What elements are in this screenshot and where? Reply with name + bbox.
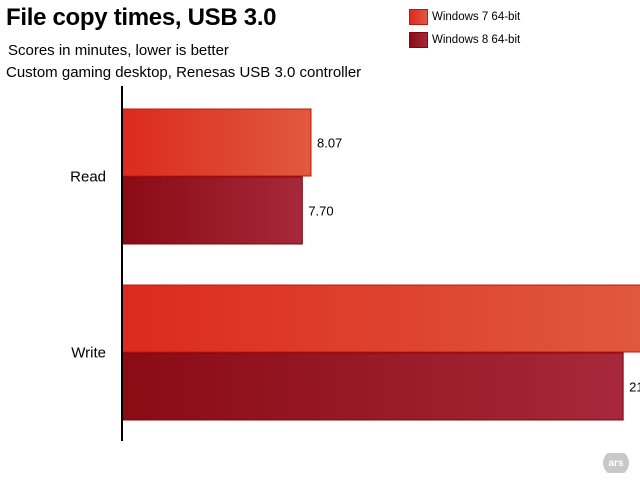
ars-logo-watermark: ars <box>603 453 629 473</box>
legend: Windows 7 64-bit Windows 8 64-bit <box>409 8 520 54</box>
legend-swatch-windows-7 <box>409 8 428 25</box>
category-label-read: Read <box>70 169 106 186</box>
legend-label-windows-7: Windows 7 64-bit <box>432 10 521 23</box>
ars-logo-circle <box>603 453 629 473</box>
bar-write-windows-7-64-bit <box>121 284 640 353</box>
category-label-write: Write <box>71 345 106 362</box>
legend-item-windows-7: Windows 7 64-bit <box>409 8 520 25</box>
chart-subtitle-2: Custom gaming desktop, Renesas USB 3.0 c… <box>6 64 362 81</box>
legend-item-windows-8: Windows 8 64-bit <box>409 31 520 48</box>
chart-title: File copy times, USB 3.0 <box>6 4 277 31</box>
chart-subtitle: Scores in minutes, lower is better <box>8 42 229 59</box>
bar-write-windows-8-64-bit <box>121 352 624 421</box>
ars-logo-text: ars <box>608 458 623 469</box>
legend-label-windows-8: Windows 8 64-bit <box>432 33 521 46</box>
legend-swatch-windows-8 <box>409 31 428 48</box>
data-label-write-windows-8-64-bit: 21.40 <box>629 380 640 395</box>
bar-read-windows-8-64-bit <box>121 176 303 245</box>
bar-read-windows-7-64-bit <box>121 108 312 177</box>
data-label-read-windows-8-64-bit: 7.70 <box>308 204 333 219</box>
data-label-read-windows-7-64-bit: 8.07 <box>317 136 342 151</box>
